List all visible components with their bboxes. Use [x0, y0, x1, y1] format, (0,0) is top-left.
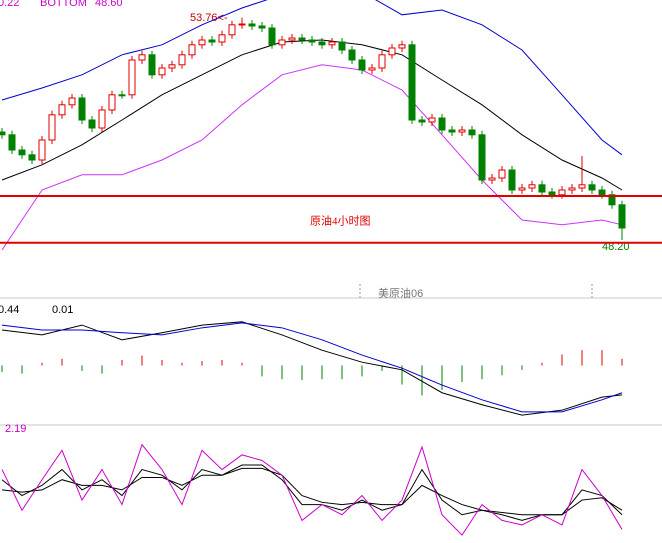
indicator-name: BOTTOM — [40, 0, 87, 9]
candle-body — [488, 177, 496, 181]
chart-title: 原油4小时图 — [310, 214, 371, 228]
candle-body — [158, 67, 166, 76]
candle-body — [388, 47, 396, 56]
candle-body — [218, 34, 226, 43]
indicator-line — [1, 322, 623, 413]
indicator-line — [1, 64, 623, 251]
candle-body — [38, 139, 46, 161]
candle-body — [448, 129, 456, 133]
candle-body — [308, 39, 316, 43]
candle-body — [348, 49, 356, 61]
candle-body — [68, 97, 76, 106]
candle-body — [598, 189, 606, 196]
candle-body — [498, 169, 506, 179]
panel — [1, 321, 623, 416]
candle-body — [318, 41, 326, 46]
candle-body — [138, 54, 146, 61]
macd-value: 0.01 — [52, 304, 73, 316]
high-label: 53.76<- — [190, 12, 228, 24]
candle-body — [328, 41, 336, 46]
candle-body — [338, 41, 346, 51]
candle-body — [0, 131, 6, 136]
indicator-line — [1, 0, 623, 156]
candle-body — [78, 97, 86, 121]
low-label: 48.20 — [602, 241, 630, 253]
candle-body — [418, 119, 426, 123]
candle-body — [508, 169, 516, 191]
candle-body — [18, 149, 26, 156]
candle-body — [438, 117, 446, 131]
indicator-line — [1, 443, 623, 536]
candle-body — [408, 44, 416, 121]
candle-body — [398, 44, 406, 49]
candle-body — [378, 54, 386, 69]
candle-body — [528, 184, 536, 189]
candle-body — [558, 189, 566, 196]
candle-body — [118, 94, 126, 97]
kdj-value: 2.19 — [5, 423, 26, 435]
indicator-line — [1, 39, 623, 191]
candle-body — [28, 154, 36, 161]
macd-value: 0.44 — [0, 304, 19, 316]
candle-body — [298, 37, 306, 41]
candle-body — [368, 67, 376, 71]
indicator-value: 48.60 — [95, 0, 123, 9]
candle-body — [188, 44, 196, 56]
candle-body — [8, 134, 16, 151]
candle-body — [578, 184, 586, 189]
panel — [1, 443, 623, 536]
candle-body — [458, 129, 466, 133]
candle-body — [588, 184, 596, 191]
candle-body — [268, 27, 276, 46]
candle-body — [278, 39, 286, 46]
candle-body — [198, 39, 206, 46]
candle-body — [228, 24, 236, 36]
panel — [0, 0, 626, 251]
candle-body — [148, 54, 156, 76]
candle-body — [168, 64, 176, 69]
candle-body — [428, 117, 436, 123]
candle-body — [358, 59, 366, 71]
candle-body — [548, 191, 556, 196]
candle-body — [618, 204, 626, 229]
candle-body — [238, 23, 246, 26]
candle-body — [88, 119, 96, 129]
candle-body — [258, 25, 266, 29]
candle-body — [608, 194, 616, 206]
candle-body — [48, 114, 56, 141]
candle-body — [518, 187, 526, 191]
candle-body — [288, 37, 296, 41]
candle-body — [468, 129, 476, 136]
candle-body — [58, 104, 66, 116]
candle-body — [128, 59, 136, 96]
indicator-line — [1, 467, 623, 516]
candle-body — [248, 23, 256, 27]
candle-body — [208, 39, 216, 43]
indicator-line — [1, 464, 623, 521]
contract-label: 美原油06 — [378, 286, 423, 300]
candle-body — [568, 187, 576, 191]
candle-body — [178, 54, 186, 66]
indicator-value: 0.22 — [0, 0, 19, 9]
indicator-line — [1, 321, 623, 416]
candle-body — [538, 184, 546, 193]
candle-body — [98, 109, 106, 129]
candle-body — [108, 94, 116, 111]
candle-body — [478, 134, 486, 181]
